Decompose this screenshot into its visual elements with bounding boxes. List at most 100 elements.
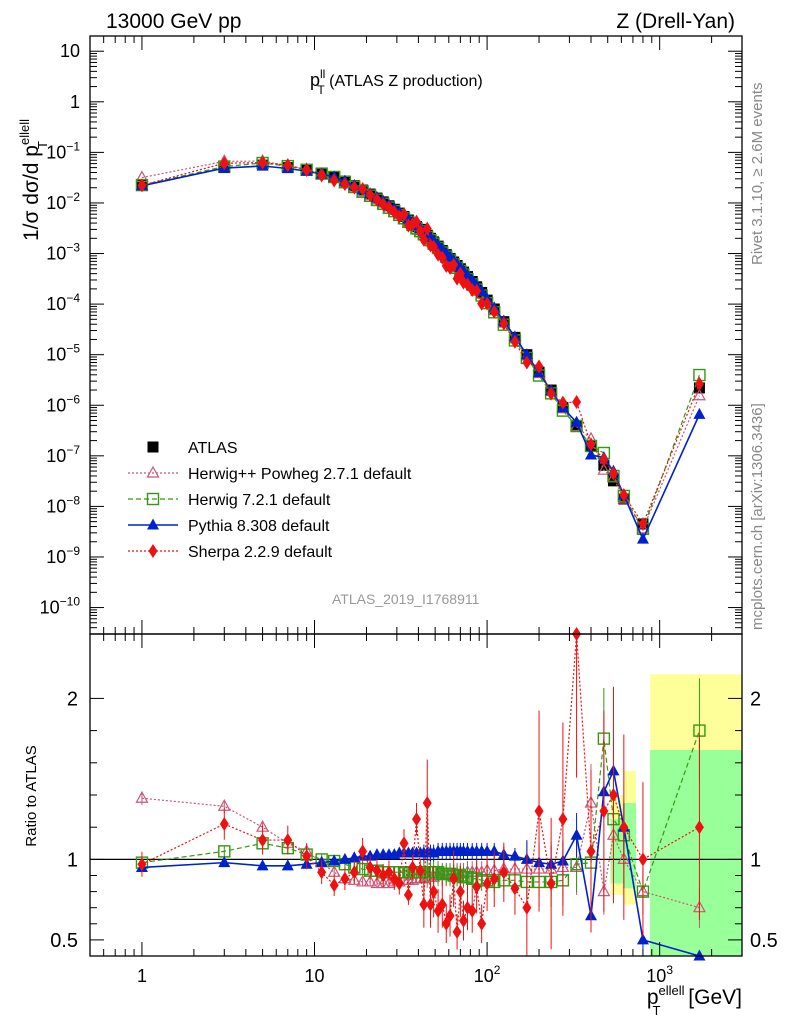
sherpa-main-point <box>472 283 482 298</box>
sherpa-ratio-point <box>365 860 375 875</box>
main-y-tick-label: 10−2 <box>46 190 80 213</box>
pythia-main-point <box>570 415 583 427</box>
uncertainty-band <box>650 749 742 956</box>
pythia-ratio-point <box>328 854 341 866</box>
sherpa-ratio-point <box>349 865 359 880</box>
herwigpp-ratio-point <box>406 873 420 885</box>
legend-marker <box>147 518 159 530</box>
sherpa-main-point <box>399 207 409 222</box>
x-tick-label: 1 <box>137 966 147 986</box>
sherpa-ratio-point <box>317 865 327 880</box>
sherpa-main-point <box>137 178 147 193</box>
sherpa-main-point <box>302 162 312 177</box>
sherpa-ratio-point <box>340 871 350 886</box>
sherpa-ratio-point <box>426 897 436 912</box>
pythia-ratio-point <box>570 828 583 840</box>
pythia-ratio-point <box>488 844 501 856</box>
herwigpp-ratio-point <box>370 876 384 889</box>
sherpa-main-point <box>489 304 499 319</box>
sherpa-main-point <box>429 239 439 254</box>
sherpa-main-point <box>415 223 425 238</box>
sherpa-ratio-point <box>258 833 268 848</box>
herwig7-ratio-point <box>431 866 445 879</box>
legend: ATLAS Herwig++ Powheg 2.7.1 default Herwig… <box>128 440 412 561</box>
analysis-id: ATLAS_2019_I1768911 <box>332 591 480 607</box>
sherpa-ratio-point <box>482 876 492 891</box>
main-y-tick-label: 10−10 <box>40 595 81 618</box>
ratio-y-tick-label-right: 2 <box>750 688 761 710</box>
legend-marker <box>147 441 159 453</box>
sherpa-ratio-point <box>302 849 312 864</box>
sherpa-main-point <box>586 437 596 452</box>
main-y-tick-label: 10−9 <box>46 544 80 567</box>
sherpa-ratio-point <box>638 852 648 867</box>
main-plot-area <box>135 153 706 544</box>
pythia-ratio-point <box>218 856 231 868</box>
plot-title: pll T (ATLAS Z production) <box>310 67 483 97</box>
legend-entry: ATLAS <box>188 440 238 457</box>
sherpa-main-point <box>349 180 359 195</box>
sherpa-main-point <box>558 395 568 410</box>
sherpa-main-point <box>258 155 268 170</box>
sherpa-ratio-point <box>394 876 404 891</box>
sherpa-ratio-point <box>452 924 462 939</box>
sherpa-ratio-point <box>449 871 459 886</box>
sherpa-ratio-point <box>419 897 429 912</box>
sherpa-ratio-point <box>358 844 368 859</box>
sherpa-main-point <box>619 488 629 503</box>
sherpa-ratio-point <box>586 844 596 859</box>
ratio-y-tick-label-right: 1 <box>750 849 761 871</box>
ratio-y-tick-label-left: 1 <box>67 849 78 871</box>
herwig7-main-line <box>141 162 700 531</box>
sherpa-main-point <box>572 394 582 409</box>
sherpa-ratio-point <box>422 796 432 811</box>
sherpa-main-point <box>437 250 447 265</box>
herwigpp-main-point <box>692 388 706 401</box>
uncertainty-bands <box>610 674 742 956</box>
main-y-tick-label: 10 <box>60 41 80 61</box>
pythia-main-point <box>693 407 706 419</box>
herwigpp-ratio-point <box>347 873 361 885</box>
sherpa-ratio-point <box>477 916 487 931</box>
sherpa-main-point <box>412 214 422 229</box>
sherpa-ratio-point <box>510 881 520 896</box>
sherpa-main-point <box>419 232 429 247</box>
main-y-tick-label: 10−7 <box>46 443 80 466</box>
sherpa-ratio-point <box>219 816 229 831</box>
sherpa-main-point <box>534 359 544 374</box>
sherpa-main-point <box>372 192 382 207</box>
sherpa-ratio-point <box>522 900 532 915</box>
sherpa-ratio-point <box>499 865 509 880</box>
sherpa-main-point <box>317 168 327 183</box>
sherpa-ratio-point <box>445 908 455 923</box>
herwigpp-main-point <box>597 462 611 475</box>
pythia-ratio-point <box>281 859 294 871</box>
main-y-tick-label: 10−1 <box>46 139 80 162</box>
pythia-ratio-point <box>508 849 521 861</box>
sherpa-main-point <box>340 176 350 191</box>
header-left: 13000 GeV pp <box>106 10 241 33</box>
main-y-tick-label: 10−5 <box>46 342 80 365</box>
pythia-main-point <box>636 532 649 544</box>
pythia-ratio-point <box>338 852 351 864</box>
legend-marker <box>146 492 160 506</box>
herwigpp-ratio-point <box>382 876 396 889</box>
ratio-axes-frame <box>89 633 743 957</box>
legend-entry: Pythia 8.308 default <box>188 518 330 535</box>
sherpa-main-point <box>510 334 520 349</box>
sherpa-main-point <box>422 221 432 236</box>
sherpa-main-point <box>449 257 459 272</box>
sherpa-main-point <box>499 316 509 331</box>
main-y-tick-label: 10−6 <box>46 392 80 415</box>
sherpa-ratio-point <box>534 804 544 819</box>
herwigpp-ratio-point <box>363 874 377 887</box>
legend-entry: Herwig 7.2.1 default <box>188 492 331 509</box>
sherpa-ratio-point <box>489 871 499 886</box>
pythia-ratio-point <box>636 933 649 945</box>
sherpa-main-point <box>638 516 648 531</box>
legend-entry: Sherpa 2.2.9 default <box>188 544 333 561</box>
header-right: Z (Drell-Yan) <box>616 10 735 33</box>
sherpa-ratio-point <box>399 836 409 851</box>
ratio-y-tick-label-left: 0.5 <box>50 930 78 952</box>
